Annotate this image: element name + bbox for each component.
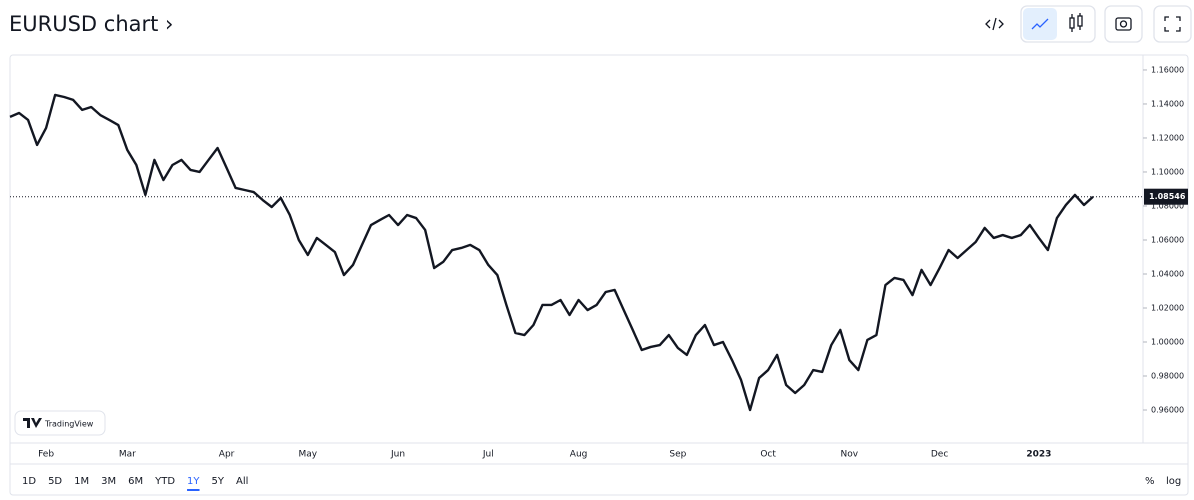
chart-frame: [9, 54, 1189, 496]
y-tick-label: 1.14000: [1151, 99, 1184, 108]
embed-button[interactable]: [985, 17, 1004, 31]
x-tick-label: Nov: [841, 450, 859, 460]
x-tick-label: Oct: [760, 450, 776, 460]
y-tick-label: 0.98000: [1151, 372, 1184, 381]
price-line: [9, 93, 1094, 412]
x-tick-label: Sep: [669, 450, 686, 460]
x-tick-label: Apr: [219, 450, 235, 460]
fullscreen-button[interactable]: [1153, 5, 1192, 43]
style-group: [1020, 5, 1096, 43]
x-tick-label: Aug: [570, 450, 588, 460]
range-button[interactable]: YTD: [154, 476, 175, 487]
x-tick-label: Jun: [390, 450, 405, 460]
y-tick-label: 1.16000: [1151, 65, 1184, 74]
range-button[interactable]: 5Y: [212, 476, 225, 487]
watermark[interactable]: TradingView: [44, 420, 94, 429]
toolbar: [985, 5, 1192, 43]
y-tick-label: 0.96000: [1151, 406, 1184, 415]
range-button[interactable]: 1D: [22, 476, 36, 487]
range-button[interactable]: 1Y: [187, 476, 200, 487]
range-button[interactable]: All: [236, 476, 248, 487]
x-tick-label: Feb: [38, 450, 54, 460]
chart-title[interactable]: EURUSD chart ›: [9, 12, 173, 36]
y-tick-label: 1.10000: [1151, 167, 1184, 176]
line-icon: [1031, 18, 1049, 30]
last-price-tag: [1144, 188, 1188, 205]
line-style-button[interactable]: [1023, 8, 1057, 40]
range-button[interactable]: 1M: [74, 476, 89, 487]
y-tick-label: 1.00000: [1151, 338, 1184, 347]
scale-button[interactable]: %: [1145, 476, 1155, 487]
y-tick-label: 1.02000: [1151, 303, 1184, 312]
last-price-label: 1.08546: [1149, 192, 1186, 201]
watermark-badge: TradingView: [14, 410, 106, 436]
range-button[interactable]: 3M: [101, 476, 116, 487]
snapshot-button[interactable]: [1104, 5, 1143, 43]
y-tick-label: 1.04000: [1151, 269, 1184, 278]
range-button[interactable]: 5D: [48, 476, 62, 487]
y-tick-label: 1.12000: [1151, 133, 1184, 142]
range-button[interactable]: 6M: [128, 476, 143, 487]
scale-button[interactable]: log: [1166, 476, 1181, 487]
x-tick-label: May: [299, 450, 318, 460]
candle-style-button[interactable]: [1069, 13, 1083, 32]
y-tick-label: 1.08000: [1151, 201, 1184, 210]
x-tick-label: Dec: [931, 450, 948, 460]
x-tick-label: Jul: [482, 450, 494, 460]
x-tick-label: 2023: [1026, 450, 1051, 460]
y-tick-label: 1.06000: [1151, 235, 1184, 244]
x-tick-label: Mar: [119, 450, 136, 460]
